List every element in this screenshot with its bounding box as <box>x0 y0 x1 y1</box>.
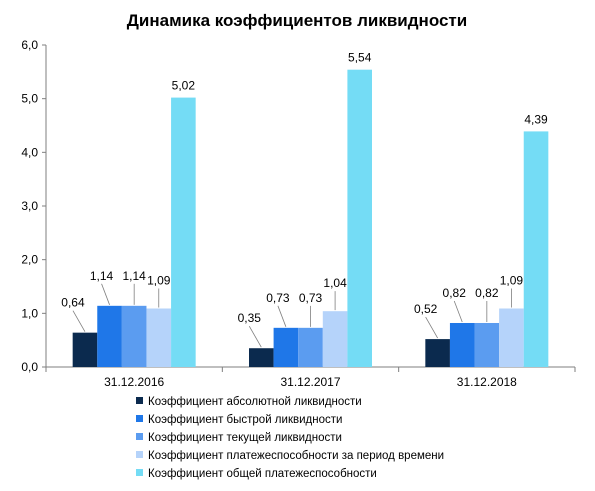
legend: Коэффициент абсолютной ликвидности Коэффи… <box>136 396 444 480</box>
bar-2 <box>449 322 475 367</box>
data-label: 0,35 <box>238 311 262 325</box>
bar-5 <box>171 97 196 368</box>
data-label: 5,54 <box>348 51 372 65</box>
bar-2 <box>97 305 122 367</box>
legend-item-label: Коэффициент абсолютной ликвидности <box>148 396 362 408</box>
legend-swatch <box>136 415 143 422</box>
bar-2 <box>273 327 299 367</box>
data-label: 1,09 <box>500 274 524 288</box>
leader-line <box>101 283 110 305</box>
y-tick-label: 1,0 <box>21 306 38 320</box>
y-tick-label: 0,0 <box>21 360 38 374</box>
x-tick-label: 31.12.2018 <box>457 375 517 389</box>
y-tick-label: 2,0 <box>21 253 38 267</box>
legend-item-label: Коэффициент общей платежеспособности <box>148 468 377 480</box>
legend-swatch <box>136 469 143 476</box>
leader-line <box>277 305 287 327</box>
bar-4 <box>146 308 172 367</box>
data-label: 0,52 <box>414 302 438 316</box>
data-label: 0,73 <box>299 291 323 305</box>
bar-1 <box>72 332 98 367</box>
bar-5 <box>523 131 549 367</box>
data-label: 1,04 <box>323 276 347 290</box>
data-label: 1,14 <box>122 269 146 283</box>
legend-swatch <box>136 397 143 404</box>
plot-area: 0,0 1,0 2,0 3,0 4,0 5,0 6,0 31.12.2016 31.12.201… <box>21 38 576 389</box>
leader-line <box>248 326 262 348</box>
y-tick-label: 4,0 <box>21 145 38 159</box>
bar-3 <box>121 305 147 367</box>
bar-4 <box>499 308 524 367</box>
x-tick-label: 31.12.2017 <box>280 375 340 389</box>
data-label: 0,82 <box>443 286 467 300</box>
y-tick-label: 6,0 <box>21 38 38 52</box>
data-label: 0,64 <box>61 296 85 310</box>
legend-swatch <box>136 451 143 458</box>
data-label: 1,09 <box>147 274 171 288</box>
legend-item-label: Коэффициент быстрой ликвидности <box>148 414 342 426</box>
x-tick-label: 31.12.2016 <box>104 375 164 389</box>
data-label: 1,14 <box>90 269 114 283</box>
bar-3 <box>298 327 323 367</box>
bar-1 <box>425 339 450 367</box>
leader-line <box>72 310 86 332</box>
legend-item-label: Коэффициент текущей ликвидности <box>148 432 342 444</box>
chart-title: Динамика коэффициентов ликвидности <box>127 11 467 30</box>
data-label: 0,82 <box>475 286 499 300</box>
y-tick-label: 3,0 <box>21 199 38 213</box>
bar-4 <box>322 311 348 367</box>
data-label: 5,02 <box>172 79 196 93</box>
data-label: 0,73 <box>266 291 290 305</box>
data-label: 4,39 <box>524 112 548 126</box>
bar-3 <box>474 322 500 367</box>
legend-swatch <box>136 433 143 440</box>
bar-5 <box>347 69 372 367</box>
leader-line <box>425 316 438 339</box>
y-tick-label: 5,0 <box>21 92 38 106</box>
legend-item-label: Коэффициент платежеспособности за период… <box>148 450 444 462</box>
bar-1 <box>249 348 274 367</box>
leader-line <box>453 300 463 323</box>
